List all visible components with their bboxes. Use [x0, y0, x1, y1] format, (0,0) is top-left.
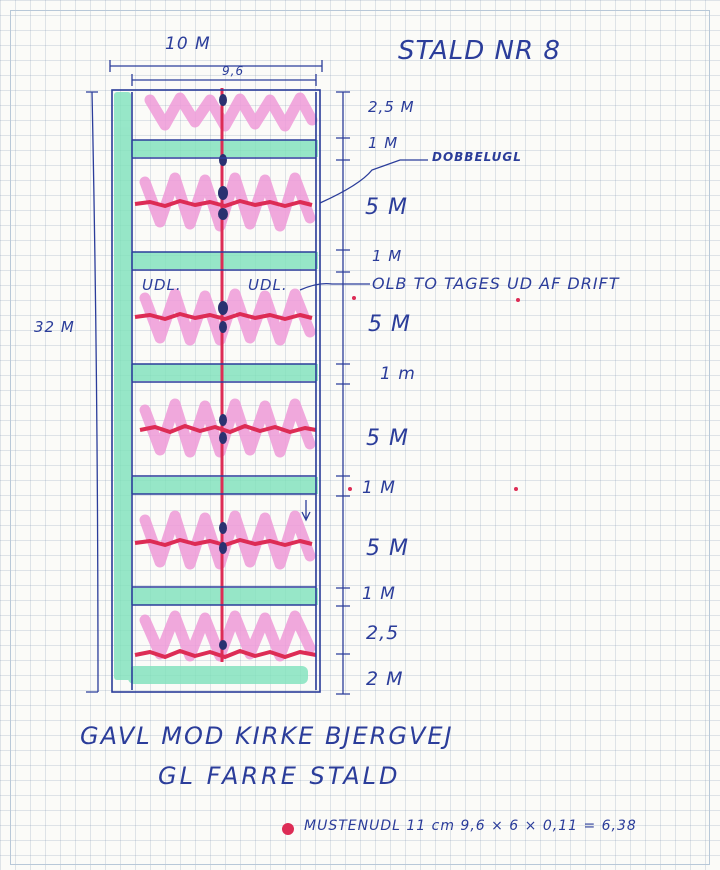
dim-row-label: 2,5: [366, 622, 400, 644]
pen-scribble-6: [139, 610, 316, 662]
dim-row-label: 2,5 M: [368, 98, 415, 116]
paper-border: [10, 10, 710, 865]
dimension-lines: [86, 60, 428, 695]
dim-row-label: 1 M: [368, 134, 399, 152]
green-aisle-left: [114, 92, 131, 680]
red-dot: [352, 296, 356, 300]
green-aisles: [114, 92, 318, 684]
pipe-node: [218, 208, 228, 220]
pipe-node: [219, 94, 227, 106]
annotation-dobbel-ugl: DOBBELUGL: [432, 150, 522, 164]
dim-height-label: 32 M: [34, 318, 75, 336]
drawing-title: STALD NR 8: [398, 36, 561, 66]
pipe-node: [218, 301, 228, 315]
pipe-node: [219, 522, 227, 534]
pipe-nodes: [218, 94, 228, 650]
red-dots: [282, 296, 520, 835]
dim-width-outer: [109, 60, 323, 72]
dim-row-label: 2 M: [366, 668, 404, 690]
annotation-note: OLB TO TAGES UD AF DRIFT: [372, 274, 620, 293]
trough-line-2: [134, 312, 313, 321]
dim-row-label: 1 M: [362, 584, 396, 604]
outer-wall: [111, 89, 321, 693]
legend-marker: [282, 823, 294, 835]
trough-line-3: [139, 424, 317, 434]
small-arrow: [301, 500, 311, 522]
red-dot: [514, 487, 518, 491]
legend-text: MUSTENUDL 11 cm 9,6 × 6 × 0,11 = 6,38: [304, 818, 637, 834]
annotation-udl-right: UDL.: [248, 276, 288, 294]
dim-row-label: 5 M: [368, 312, 411, 337]
footer-line-1: GAVL MOD KIRKE BJERGVEJ: [80, 722, 454, 750]
dim-width-inner: [131, 74, 317, 86]
trough-line-5: [134, 649, 317, 659]
dim-inner-width-label: 9,6: [222, 64, 245, 78]
dim-right-ticks: [336, 91, 350, 695]
red-trough-lines: [134, 199, 317, 659]
annotation-udl-left: UDL.: [142, 276, 182, 294]
leader-dobbel: [319, 159, 428, 204]
dim-row-label: 5 M: [366, 426, 409, 451]
pen-scribble-1: [144, 92, 318, 132]
pipe-node: [219, 414, 227, 426]
pen-scribble-4: [139, 398, 316, 458]
dim-row-label: 1 m: [380, 364, 416, 384]
trough-line-1: [134, 199, 313, 208]
red-dot: [516, 298, 520, 302]
dim-row-label: 5 M: [366, 536, 409, 561]
pipe-node: [219, 321, 227, 333]
footer-line-2: GL FARRE STALD: [158, 762, 401, 790]
building-outline: [111, 89, 321, 693]
red-dot: [348, 487, 352, 491]
green-aisle-bottom: [128, 666, 308, 684]
dim-row-label: 5 M: [365, 195, 408, 220]
pipe-node: [218, 186, 228, 200]
dim-height: [86, 91, 99, 693]
dim-row-label: 1 M: [372, 247, 403, 265]
pen-scribble-5: [139, 510, 316, 570]
leader-note: [299, 282, 370, 291]
pipe-node: [219, 542, 227, 554]
pipe-node: [219, 432, 227, 444]
pen-scribble-2: [139, 172, 316, 232]
pipe-node: [219, 154, 227, 166]
dim-row-label: 1 M: [362, 478, 396, 498]
dim-outer-width-label: 10 M: [165, 34, 211, 54]
pipe-node: [219, 640, 227, 650]
